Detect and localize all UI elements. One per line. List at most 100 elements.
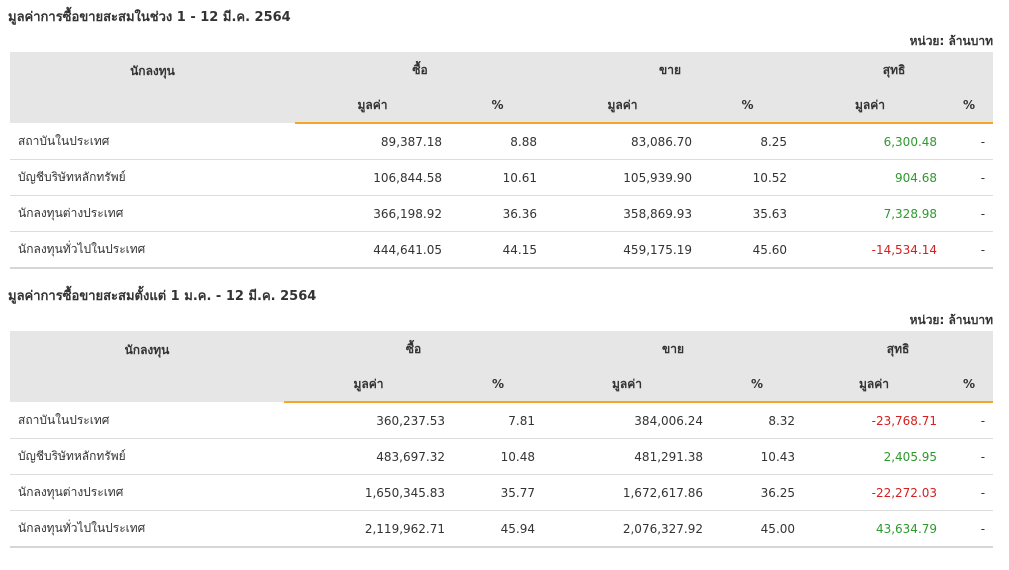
- table-cell: 7,328.98: [795, 195, 946, 232]
- table-cell: 35.63: [700, 195, 796, 232]
- header-cell: ซื้อ: [284, 331, 544, 367]
- header-cell: สุทธิ: [795, 52, 994, 88]
- table-row: บัญชีบริษัทหลักทรัพย์ 106,844.58 10.61 105,…: [10, 159, 994, 196]
- header-row: มูลค่า% มูลค่า% มูลค่า%: [10, 367, 994, 403]
- table-cell: 2,076,327.92: [543, 510, 712, 548]
- header-cell: มูลค่า: [284, 367, 453, 403]
- table-row: นักลงทุนต่างประเทศ 366,198.92 36.36 358,869…: [10, 195, 994, 232]
- data-table: นักลงทุน ซื้อ ขาย สุทธิ มูลค่า% มูลค่า% มูลค่า…: [10, 52, 994, 269]
- table-cell: 1,650,345.83: [284, 474, 453, 511]
- table-cell: 481,291.38: [543, 438, 712, 475]
- table-cell: นักลงทุนทั่วไปในประเทศ: [10, 231, 295, 269]
- table-cell: 106,844.58: [295, 159, 450, 196]
- table-cell: 483,697.32: [284, 438, 453, 475]
- table-cell: -: [945, 474, 994, 511]
- unit-label: หน่วย: ล้านบาท: [909, 34, 993, 48]
- unit-label: หน่วย: ล้านบาท: [909, 313, 993, 327]
- table-cell: 384,006.24: [543, 402, 712, 439]
- table-cell: 7.81: [453, 402, 544, 439]
- section-title: มูลค่าการซื้อขายสะสมในช่วง 1 - 12 มี.ค. …: [8, 10, 291, 25]
- table-cell: 904.68: [795, 159, 946, 196]
- section-title: มูลค่าการซื้อขายสะสมตั้งแต่ 1 ม.ค. - 12 …: [8, 289, 317, 304]
- table-cell: 6,300.48: [795, 123, 946, 160]
- table-body: สถาบันในประเทศ 360,237.53 7.81 384,006.24 8.…: [10, 402, 994, 548]
- header-cell: มูลค่า: [543, 367, 712, 403]
- header-cell: %: [711, 367, 804, 403]
- section: มูลค่าการซื้อขายสะสมตั้งแต่ 1 ม.ค. - 12 …: [8, 269, 994, 548]
- table-row: สถาบันในประเทศ 89,387.18 8.88 83,086.70 8.25…: [10, 123, 994, 160]
- table-cell: -: [945, 231, 994, 269]
- section: มูลค่าการซื้อขายสะสมในช่วง 1 - 12 มี.ค. …: [8, 0, 994, 269]
- table-cell: นักลงทุนทั่วไปในประเทศ: [10, 510, 284, 548]
- table-cell: 43,634.79: [803, 510, 946, 548]
- table-header: นักลงทุน ซื้อ ขาย สุทธิ มูลค่า% มูลค่า% มูลค่า…: [10, 52, 994, 124]
- header-cell: มูลค่า: [795, 88, 946, 124]
- table-cell: 10.61: [450, 159, 546, 196]
- table-cell: 45.00: [711, 510, 804, 548]
- table-cell: 444,641.05: [295, 231, 450, 269]
- header-cell: %: [945, 88, 994, 124]
- table-cell: บัญชีบริษัทหลักทรัพย์: [10, 159, 295, 196]
- header-cell: ขาย: [545, 52, 796, 88]
- table-cell: 8.88: [450, 123, 546, 160]
- table-cell: บัญชีบริษัทหลักทรัพย์: [10, 438, 284, 475]
- table-row: บัญชีบริษัทหลักทรัพย์ 483,697.32 10.48 481,…: [10, 438, 994, 475]
- table-cell: 36.36: [450, 195, 546, 232]
- table-cell: นักลงทุนต่างประเทศ: [10, 474, 284, 511]
- header-cell: %: [453, 367, 544, 403]
- table-cell: 45.94: [453, 510, 544, 548]
- table-cell: 10.43: [711, 438, 804, 475]
- table-cell: 10.52: [700, 159, 796, 196]
- header-cell: %: [450, 88, 546, 124]
- table-cell: 35.77: [453, 474, 544, 511]
- table-row: สถาบันในประเทศ 360,237.53 7.81 384,006.24 8.…: [10, 402, 994, 439]
- table-cell: 8.32: [711, 402, 804, 439]
- table-cell: 45.60: [700, 231, 796, 269]
- table-cell: 2,405.95: [803, 438, 946, 475]
- table-cell: 89,387.18: [295, 123, 450, 160]
- table-cell: 358,869.93: [545, 195, 701, 232]
- table-row: นักลงทุนทั่วไปในประเทศ 2,119,962.71 45.94 2…: [10, 510, 994, 548]
- table-cell: 8.25: [700, 123, 796, 160]
- table-cell: -: [945, 123, 994, 160]
- table-cell: -14,534.14: [795, 231, 946, 269]
- header-cell: นักลงทุน: [10, 331, 284, 402]
- header-row: มูลค่า% มูลค่า% มูลค่า%: [10, 88, 994, 124]
- table-cell: 366,198.92: [295, 195, 450, 232]
- table-cell: 44.15: [450, 231, 546, 269]
- table-cell: สถาบันในประเทศ: [10, 123, 295, 160]
- table-cell: -: [945, 402, 994, 439]
- header-row: นักลงทุน ซื้อ ขาย สุทธิ: [10, 331, 994, 402]
- table-cell: -23,768.71: [803, 402, 946, 439]
- table-cell: สถาบันในประเทศ: [10, 402, 284, 439]
- table-cell: 459,175.19: [545, 231, 701, 269]
- table-cell: 360,237.53: [284, 402, 453, 439]
- header-cell: มูลค่า: [803, 367, 946, 403]
- table-body: สถาบันในประเทศ 89,387.18 8.88 83,086.70 8.25…: [10, 123, 994, 269]
- header-cell: %: [700, 88, 796, 124]
- table-cell: -: [945, 195, 994, 232]
- header-row: นักลงทุน ซื้อ ขาย สุทธิ: [10, 52, 994, 123]
- header-cell: นักลงทุน: [10, 52, 295, 123]
- table-cell: -22,272.03: [803, 474, 946, 511]
- table-header: นักลงทุน ซื้อ ขาย สุทธิ มูลค่า% มูลค่า% มูลค่า…: [10, 331, 994, 403]
- data-table: นักลงทุน ซื้อ ขาย สุทธิ มูลค่า% มูลค่า% มูลค่า…: [10, 331, 994, 548]
- table-cell: 10.48: [453, 438, 544, 475]
- table-cell: 36.25: [711, 474, 804, 511]
- header-cell: ขาย: [543, 331, 804, 367]
- table-row: นักลงทุนทั่วไปในประเทศ 444,641.05 44.15 459…: [10, 231, 994, 269]
- header-cell: มูลค่า: [295, 88, 450, 124]
- table-cell: -: [945, 159, 994, 196]
- table-cell: 105,939.90: [545, 159, 701, 196]
- table-cell: 2,119,962.71: [284, 510, 453, 548]
- header-cell: ซื้อ: [295, 52, 546, 88]
- table-cell: นักลงทุนต่างประเทศ: [10, 195, 295, 232]
- table-cell: -: [945, 438, 994, 475]
- table-cell: -: [945, 510, 994, 548]
- header-cell: มูลค่า: [545, 88, 701, 124]
- table-cell: 83,086.70: [545, 123, 701, 160]
- table-row: นักลงทุนต่างประเทศ 1,650,345.83 35.77 1,672…: [10, 474, 994, 511]
- header-cell: สุทธิ: [803, 331, 994, 367]
- table-cell: 1,672,617.86: [543, 474, 712, 511]
